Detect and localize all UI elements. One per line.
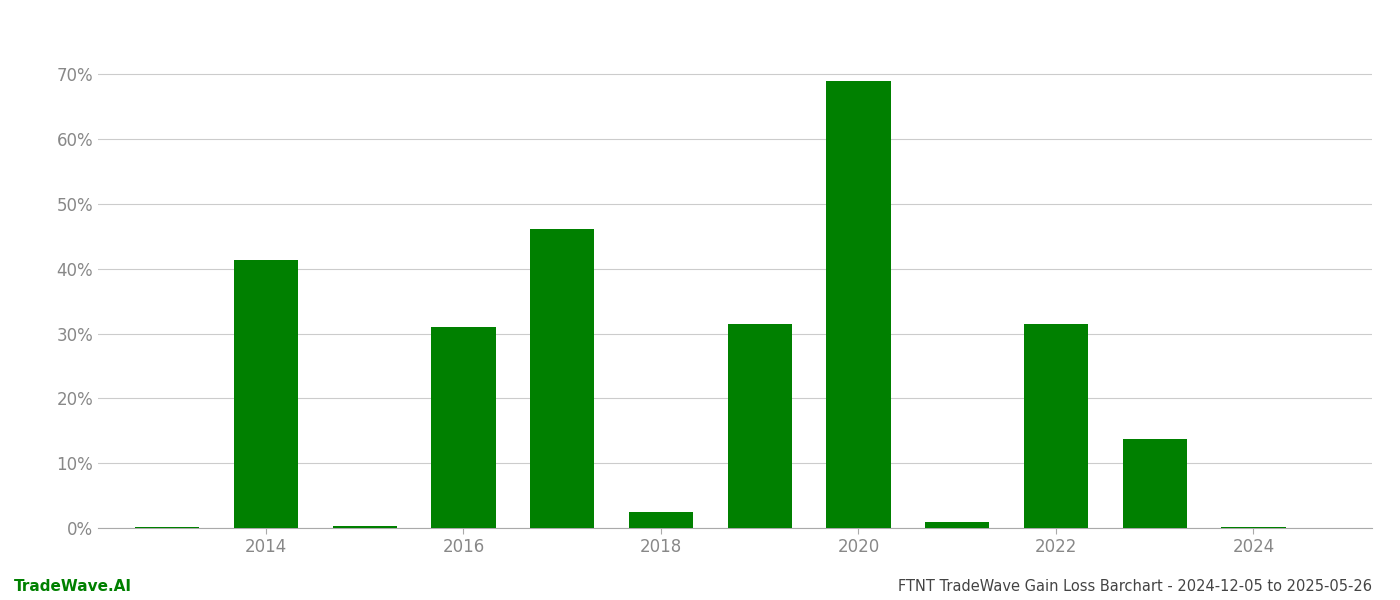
Bar <box>826 81 890 528</box>
Bar <box>234 260 298 528</box>
Bar <box>531 229 594 528</box>
Bar <box>134 527 199 528</box>
Bar <box>925 521 990 528</box>
Bar <box>1023 324 1088 528</box>
Bar <box>1221 527 1285 528</box>
Bar <box>728 324 792 528</box>
Bar <box>1123 439 1187 528</box>
Bar <box>333 526 396 528</box>
Text: TradeWave.AI: TradeWave.AI <box>14 579 132 594</box>
Bar <box>629 512 693 528</box>
Text: FTNT TradeWave Gain Loss Barchart - 2024-12-05 to 2025-05-26: FTNT TradeWave Gain Loss Barchart - 2024… <box>897 579 1372 594</box>
Bar <box>431 327 496 528</box>
